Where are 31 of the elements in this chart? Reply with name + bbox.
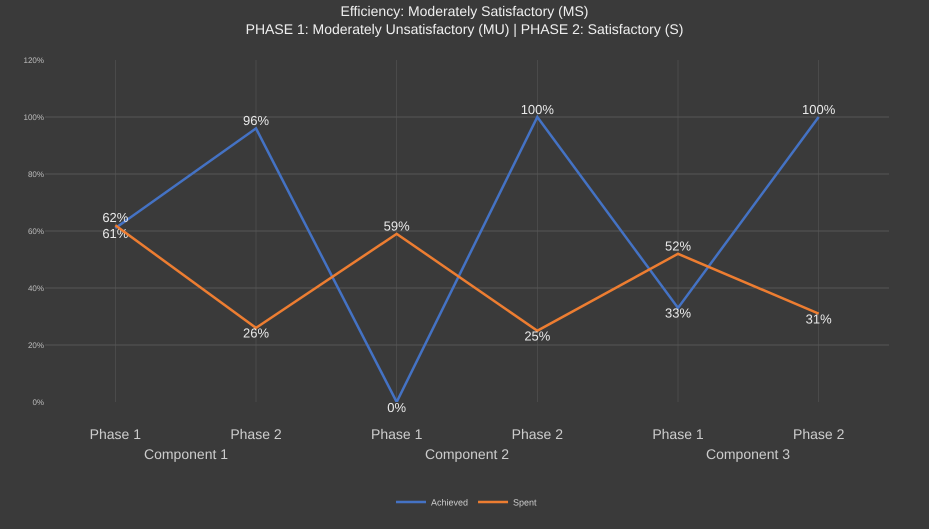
y-tick-label: 100% [24,112,44,122]
data-label: 62% [102,210,129,226]
y-tick-label: 0% [32,398,44,407]
data-label: 33% [664,306,692,321]
x-tick-label: Phase 2 [792,426,845,442]
y-tick-label: 60% [28,226,44,236]
x-tick-label: Phase 2 [512,426,564,442]
data-label: 100% [520,102,554,117]
text: Component 2 [425,446,510,462]
data-label: 52% [664,238,692,254]
x-tick-label: Phase 1 [90,426,142,442]
chart-subtitle: PHASE 1: Moderately Unsatisfactory (MU) | PHASE 2: Satisfactory (S) [246,21,684,38]
x-tick-label: Phase 2 [230,426,282,442]
y-tick-label: 80% [28,170,44,179]
x-tick-label: Phase 1 [370,426,423,442]
legend-label: Achieved [431,498,468,508]
data-label: 31% [806,311,832,326]
y-tick-label: 20% [28,340,44,350]
x-tick-label: Phase 1 [652,426,704,442]
data-label: 25% [524,328,551,344]
data-label: 59% [384,218,410,234]
data-label: 0% [387,400,406,415]
text: Component 1 [144,446,228,462]
text: Component 3 [706,446,790,462]
y-tick-label: 120% [24,56,44,65]
y-tick-label: 40% [28,284,44,293]
data-label: 96% [242,113,270,128]
chart-title: Efficiency: Moderately Satisfactory (MS) [340,2,588,19]
legend-label: Spent [513,498,538,508]
data-label: 26% [242,326,270,341]
data-label: 100% [802,102,836,117]
